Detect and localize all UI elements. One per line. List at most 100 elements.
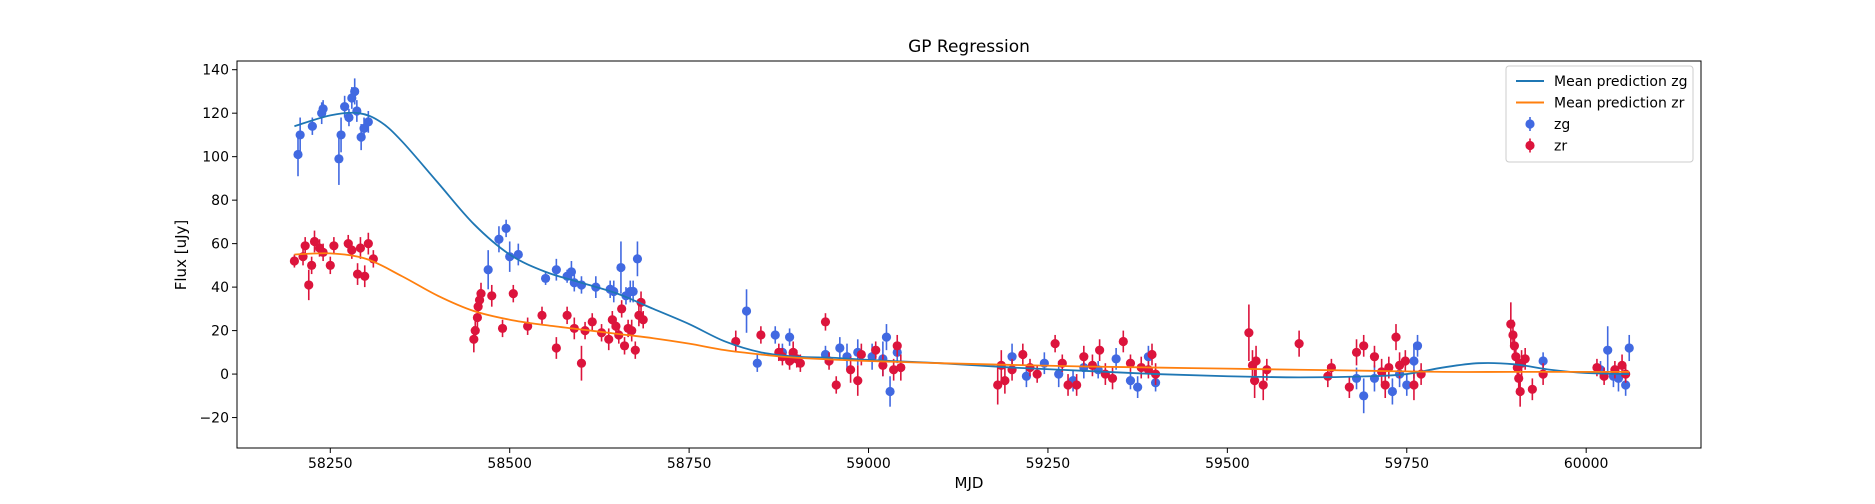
data-point-zr: [1000, 376, 1010, 386]
data-point-zr: [1384, 362, 1394, 373]
data-point-zr: [871, 345, 881, 355]
data-point-zr: [1617, 360, 1627, 370]
data-point-zg: [1359, 391, 1369, 401]
x-tick-label: 59000: [846, 456, 891, 472]
data-point-zr: [820, 317, 831, 327]
data-point-zr: [1063, 380, 1073, 390]
x-tick-label: 59500: [1205, 456, 1250, 472]
legend-label: zg: [1554, 117, 1570, 133]
data-point-zg: [885, 386, 895, 397]
data-point-zg: [1351, 373, 1362, 384]
data-point-zr: [347, 245, 357, 255]
data-point-zr: [756, 330, 766, 340]
data-point-zr: [831, 380, 841, 390]
data-point-zg: [628, 286, 638, 297]
data-point-zr: [497, 323, 508, 334]
data-point-zr: [1508, 330, 1518, 340]
y-tick-label: 20: [211, 324, 229, 340]
legend-item-zg: zg: [1525, 117, 1570, 133]
data-point-zr: [1095, 345, 1105, 355]
data-point-zr: [289, 256, 300, 266]
legend-label: Mean prediction zr: [1554, 96, 1685, 112]
data-point-zg: [307, 121, 317, 131]
y-tick-label: 0: [220, 367, 229, 383]
data-point-zr: [1509, 341, 1520, 351]
data-point-zr: [1251, 356, 1261, 366]
series-zr-points: [289, 230, 1631, 407]
y-tick-label: 100: [202, 150, 229, 166]
data-point-zg: [1054, 369, 1064, 379]
y-tick-label: 120: [202, 106, 229, 122]
data-point-zr: [1294, 339, 1304, 349]
data-point-zr: [318, 247, 328, 257]
x-tick-label: 59250: [1026, 456, 1071, 472]
data-point-zr: [630, 345, 640, 355]
x-axis-label: MJD: [955, 474, 984, 492]
data-point-zr: [363, 239, 373, 249]
data-point-zg: [318, 104, 328, 114]
data-point-zg: [1409, 356, 1419, 366]
data-point-zr: [309, 236, 320, 247]
data-point-zg: [540, 273, 551, 284]
data-point-zg: [752, 358, 762, 368]
data-point-zg: [293, 149, 303, 160]
x-tick-label: 60000: [1564, 456, 1609, 472]
data-point-zr: [1087, 360, 1098, 370]
data-point-zg: [770, 330, 780, 340]
data-point-zr: [617, 304, 627, 314]
data-point-zr: [1344, 382, 1354, 392]
data-point-zr: [1323, 371, 1333, 381]
data-point-zr: [1377, 367, 1387, 377]
legend-label: zr: [1554, 139, 1567, 155]
y-tick-label: −20: [199, 411, 229, 427]
data-point-zg: [340, 102, 350, 112]
data-point-zr: [638, 315, 648, 325]
legend-marker-swatch: [1525, 119, 1535, 129]
data-point-zr: [627, 325, 637, 336]
data-point-zg: [336, 130, 346, 140]
data-point-zr: [1107, 373, 1118, 384]
data-point-zg: [501, 223, 511, 234]
data-point-zr: [487, 291, 497, 301]
data-point-zr: [1400, 356, 1410, 366]
data-point-zg: [784, 332, 795, 342]
data-point-zr: [1538, 369, 1548, 379]
y-tick-label: 80: [211, 193, 229, 209]
data-point-zg: [1133, 382, 1143, 392]
x-tick-label: 58750: [667, 456, 712, 472]
legend-item-mean-prediction-zg: Mean prediction zg: [1516, 74, 1688, 90]
data-point-zr: [587, 317, 597, 327]
data-point-zr: [469, 334, 479, 344]
data-point-zr: [1520, 354, 1530, 364]
data-point-zr: [1258, 380, 1268, 390]
data-point-zg: [344, 112, 354, 123]
data-point-zg: [513, 249, 523, 260]
data-point-zr: [300, 241, 310, 251]
y-axis: −20 0 20 40 60 80 100 120 140: [199, 63, 237, 427]
data-point-zr: [576, 358, 587, 368]
data-point-zr: [784, 356, 795, 366]
data-point-zr: [856, 349, 866, 360]
data-point-zg: [1007, 352, 1017, 362]
y-tick-label: 60: [211, 237, 229, 253]
data-point-zg: [835, 343, 845, 353]
data-point-zr: [1409, 380, 1419, 390]
data-point-zg: [483, 265, 493, 275]
data-point-zr: [551, 343, 561, 353]
data-point-zg: [741, 306, 752, 316]
y-tick-label: 140: [202, 63, 229, 79]
data-point-zg: [350, 86, 360, 97]
data-point-zr: [1050, 339, 1060, 349]
data-point-zr: [1351, 347, 1362, 357]
data-point-zg: [1613, 373, 1624, 384]
data-point-zr: [845, 365, 856, 375]
data-point-zr: [307, 260, 317, 270]
data-point-zr: [619, 341, 630, 351]
data-point-zr: [360, 271, 370, 281]
data-point-zr: [1032, 369, 1042, 379]
data-point-zg: [1387, 386, 1398, 397]
data-point-zr: [1511, 352, 1521, 362]
y-tick-label: 40: [211, 280, 229, 296]
